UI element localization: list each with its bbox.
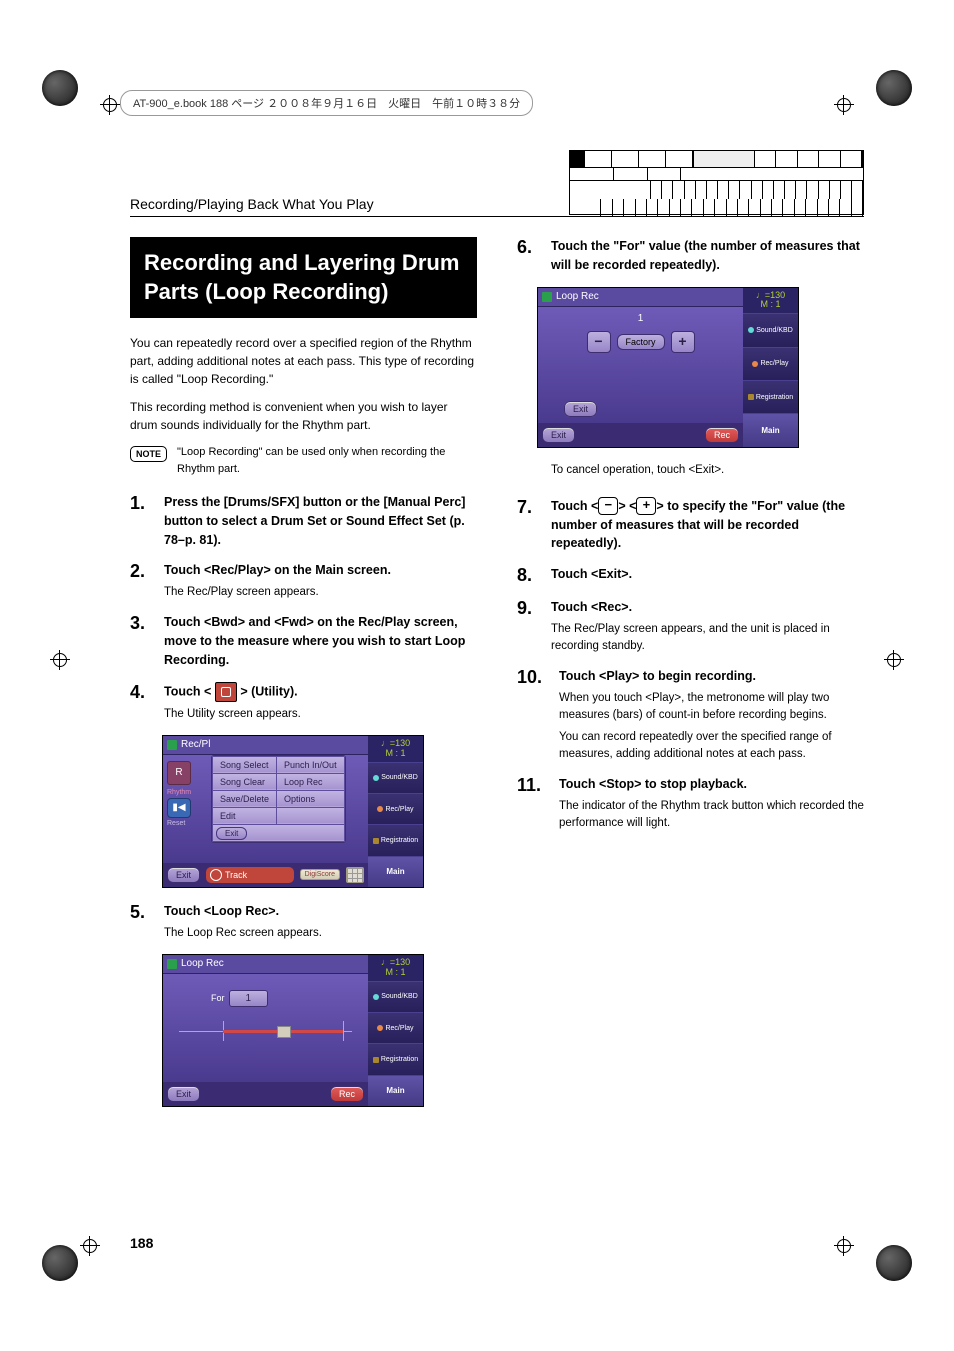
step-4-post: > (Utility). (240, 684, 297, 698)
tab-registration[interactable]: Registration (368, 824, 423, 855)
step-11-desc: The indicator of the Rhythm track button… (559, 798, 864, 833)
plus-icon: + (636, 497, 656, 515)
step-number-1: 1 (130, 493, 154, 514)
rewind-button[interactable]: ▮◀ (167, 798, 191, 818)
step-5-desc: The Loop Rec screen appears. (164, 925, 477, 942)
plus-button[interactable]: + (671, 331, 695, 353)
tab-recplay[interactable]: Rec/Play (368, 793, 423, 824)
looprec-screenshot-2: Loop Rec 1 − Factory + Exit Exit (537, 287, 799, 448)
rec-button-3[interactable]: Rec (705, 427, 739, 443)
step-11-text: Touch <Stop> to stop playback. (559, 775, 864, 794)
menu-exit-button[interactable]: Exit (216, 827, 247, 840)
track-button[interactable]: Track (206, 867, 294, 883)
step-4-desc: The Utility screen appears. (164, 706, 477, 723)
book-header-meta: AT-900_e.book 188 ページ ２００８年９月１６日 火曜日 午前１… (120, 90, 533, 116)
factory-button[interactable]: Factory (616, 334, 664, 350)
tempo-display: ♩=130M : 1 (368, 736, 423, 762)
exit-button[interactable]: Exit (167, 867, 200, 883)
keyboard-illustration (569, 150, 864, 215)
tempo-display-2: ♩=130M : 1 (368, 955, 423, 981)
step-number-11: 11 (517, 775, 549, 796)
step-number-4: 4 (130, 682, 154, 703)
step-number-3: 3 (130, 613, 154, 634)
step-10-desc-1: When you touch <Play>, the metronome wil… (559, 690, 864, 725)
looprec-screenshot-1: Loop Rec For 1 (162, 954, 424, 1107)
page-number: 188 (130, 1235, 153, 1251)
step-4-pre: Touch < (164, 684, 211, 698)
recplay-screenshot: Rec/Pl R Rhythm ▮◀ Reset Song SelectPunc… (162, 735, 424, 888)
for-value-large: 1 (638, 313, 644, 324)
step-6-text: Touch the "For" value (the number of mea… (551, 237, 864, 275)
step-2-text: Touch <Rec/Play> on the Main screen. (164, 561, 477, 580)
step-number-2: 2 (130, 561, 154, 582)
tab-main-2[interactable]: Main (368, 1075, 423, 1106)
exit-button-mid[interactable]: Exit (564, 401, 597, 417)
step-2-desc: The Rec/Play screen appears. (164, 584, 477, 601)
intro-paragraph-2: This recording method is convenient when… (130, 398, 477, 434)
tab-registration-2[interactable]: Registration (368, 1043, 423, 1074)
menu-song-select[interactable]: Song Select (213, 756, 277, 773)
menu-save-delete[interactable]: Save/Delete (213, 790, 277, 807)
step-9-text: Touch <Rec>. (551, 598, 864, 617)
step-number-7: 7 (517, 497, 541, 518)
exit-button-2[interactable]: Exit (167, 1086, 200, 1102)
step-6-cancel: To cancel operation, touch <Exit>. (551, 462, 864, 479)
step-4-text: Touch < > (Utility). (164, 682, 477, 702)
step-5-text: Touch <Loop Rec>. (164, 902, 477, 921)
grid-icon[interactable] (346, 867, 364, 883)
tab-sound[interactable]: Sound/KBD (368, 762, 423, 793)
step-10-desc-2: You can record repeatedly over the speci… (559, 729, 864, 764)
step-number-8: 8 (517, 565, 541, 586)
note-badge: NOTE (130, 446, 167, 462)
menu-edit[interactable]: Edit (213, 807, 277, 824)
looprec-titlebar: Loop Rec (181, 958, 224, 969)
exit-button-3[interactable]: Exit (542, 427, 575, 443)
looprec-titlebar-2: Loop Rec (556, 291, 599, 302)
tab-registration-3[interactable]: Registration (743, 380, 798, 413)
rhythm-label: Rhythm (167, 789, 207, 796)
step-number-6: 6 (517, 237, 541, 258)
banner-title: Recording and Layering Drum Parts (Loop … (130, 237, 477, 318)
tab-main-3[interactable]: Main (743, 413, 798, 446)
step-8-text: Touch <Exit>. (551, 565, 864, 584)
step-number-9: 9 (517, 598, 541, 619)
reset-label: Reset (167, 820, 207, 827)
tab-recplay-2[interactable]: Rec/Play (368, 1012, 423, 1043)
tab-recplay-3[interactable]: Rec/Play (743, 347, 798, 380)
tab-sound-2[interactable]: Sound/KBD (368, 981, 423, 1012)
tab-main[interactable]: Main (368, 856, 423, 887)
utility-menu: Song SelectPunch In/Out Song ClearLoop R… (211, 755, 346, 843)
step-3-text: Touch <Bwd> and <Fwd> on the Rec/Play sc… (164, 613, 477, 669)
intro-paragraph-1: You can repeatedly record over a specifi… (130, 334, 477, 388)
tab-sound-3[interactable]: Sound/KBD (743, 313, 798, 346)
recplay-titlebar: Rec/Pl (181, 739, 210, 750)
step-number-5: 5 (130, 902, 154, 923)
rec-button-2[interactable]: Rec (330, 1086, 364, 1102)
step-10-text: Touch <Play> to begin recording. (559, 667, 864, 686)
menu-loop-rec[interactable]: Loop Rec (277, 773, 345, 790)
step-7-text: Touch <−> <+> to specify the "For" value… (551, 497, 864, 553)
menu-options[interactable]: Options (277, 790, 345, 807)
loop-timeline (179, 1026, 352, 1036)
note-text: "Loop Recording" can be used only when r… (177, 444, 477, 477)
step-9-desc: The Rec/Play screen appears, and the uni… (551, 621, 864, 656)
step-1-text: Press the [Drums/SFX] button or the [Man… (164, 493, 477, 549)
step-number-10: 10 (517, 667, 549, 688)
utility-icon (215, 682, 237, 702)
minus-icon: − (598, 497, 618, 515)
for-value-display[interactable]: 1 (229, 990, 269, 1007)
menu-song-clear[interactable]: Song Clear (213, 773, 277, 790)
minus-button[interactable]: − (586, 331, 610, 353)
rhythm-r-button[interactable]: R (167, 761, 191, 785)
menu-punch[interactable]: Punch In/Out (277, 756, 345, 773)
tempo-display-3: ♩=130M : 1 (743, 288, 798, 314)
for-label: For (211, 993, 225, 1003)
digiscore-button[interactable]: DigiScore (300, 869, 340, 880)
